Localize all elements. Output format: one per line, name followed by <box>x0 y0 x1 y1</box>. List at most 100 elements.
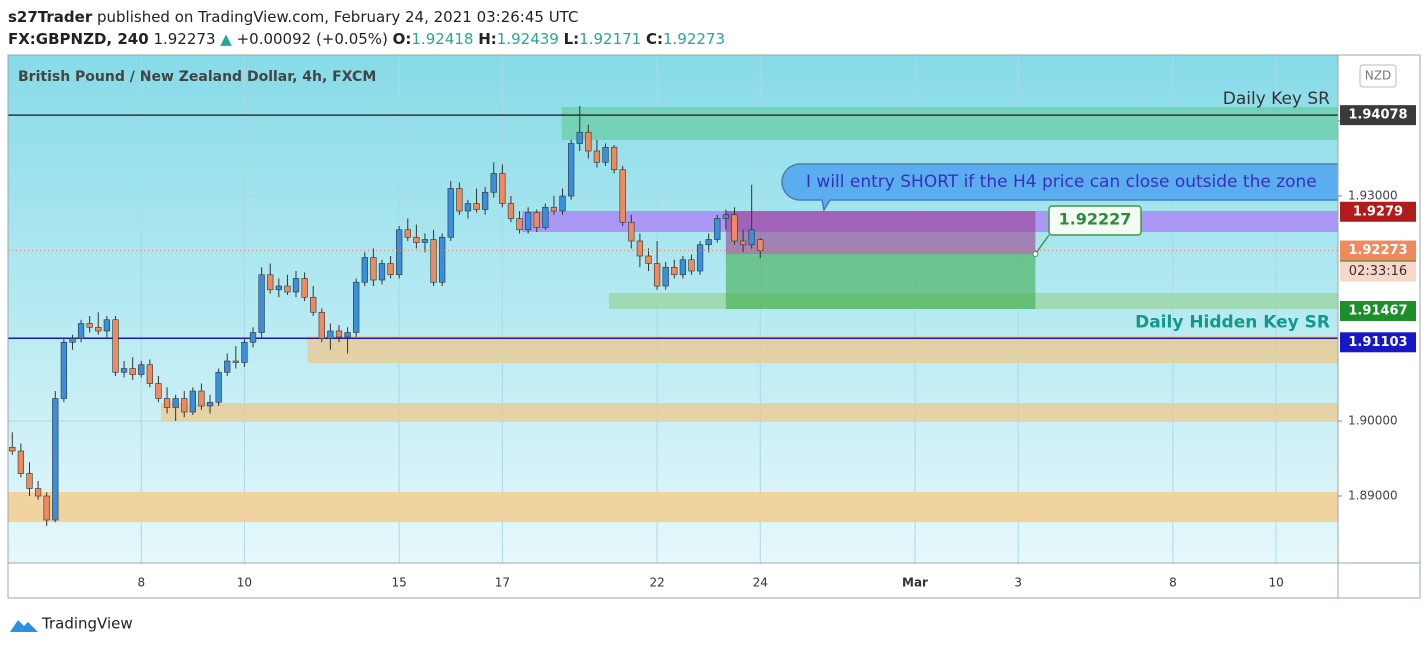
candle-body <box>224 360 231 373</box>
x-tick-label: Mar <box>902 576 928 590</box>
candle-body <box>507 203 515 219</box>
level-label: Daily Hidden Key SR <box>1135 312 1330 332</box>
zone <box>161 403 1338 422</box>
candle-body <box>542 206 549 228</box>
candle-body <box>378 263 386 281</box>
price-tag-label: 1.91467 <box>1348 303 1407 318</box>
candle-body <box>129 368 136 375</box>
candle-body <box>645 255 652 264</box>
price-tag <box>1340 105 1416 126</box>
candle-body <box>482 191 489 210</box>
candle-body <box>585 131 592 152</box>
candle-body <box>636 240 644 257</box>
candle-body <box>34 488 42 497</box>
candle-body <box>232 360 239 363</box>
candle-body <box>95 326 102 332</box>
close: 1.92273 <box>663 30 726 48</box>
y-tick-label: 1.89000 <box>1348 489 1398 503</box>
candle-body <box>370 257 377 281</box>
x-tick-label: 22 <box>649 576 664 590</box>
candle-body <box>215 371 222 403</box>
candle-body <box>748 229 755 246</box>
brand: TradingView <box>41 615 133 633</box>
candle-body <box>430 239 437 283</box>
candle-body <box>413 236 420 243</box>
entry-label: 1.92227 <box>1059 210 1132 229</box>
candle-body <box>353 281 360 333</box>
candle-body <box>181 398 188 413</box>
candle-body <box>206 401 214 407</box>
callout-text: I will entry SHORT if the H4 price can c… <box>806 172 1317 192</box>
candle-body <box>619 169 626 223</box>
chart-title: British Pound / New Zealand Dollar, 4h, … <box>18 69 376 85</box>
frame <box>7 54 1421 599</box>
x-tick-label: 17 <box>495 576 510 590</box>
candle-body <box>146 364 153 384</box>
open: 1.92418 <box>411 30 474 48</box>
candle-body <box>653 263 661 287</box>
currency: NZD <box>1365 69 1391 83</box>
candle-body <box>576 131 583 144</box>
candle-body <box>490 173 497 193</box>
candle-body <box>696 244 704 272</box>
candle-body <box>318 311 325 339</box>
logo <box>10 620 38 632</box>
entry-connector <box>1034 234 1050 255</box>
candle-body <box>103 319 111 332</box>
zone <box>725 211 1036 254</box>
level-label: Daily Key SR <box>1223 89 1330 109</box>
symbol: FX:GBPNZD, 240 <box>8 30 149 48</box>
price-tag <box>1340 201 1416 222</box>
candle-body <box>275 285 282 291</box>
candle-body <box>86 323 93 328</box>
high: 1.92439 <box>496 30 559 48</box>
candle-body <box>473 203 480 210</box>
o-label: O: <box>392 30 412 48</box>
x-tick-label: 8 <box>1169 576 1177 590</box>
candle-body <box>559 195 566 212</box>
candle-body <box>77 323 85 339</box>
candle-body <box>671 266 678 276</box>
zone <box>561 106 1338 140</box>
candle-body <box>524 212 532 231</box>
candle-body <box>705 239 712 246</box>
candle-body <box>662 266 669 287</box>
candle-body <box>198 390 205 407</box>
candle-body <box>189 390 196 413</box>
candle-body <box>327 330 334 339</box>
candle-body <box>301 278 308 298</box>
countdown: 02:33:16 <box>1349 264 1407 279</box>
candle-body <box>404 229 411 238</box>
candle-body <box>610 146 618 171</box>
candle-body <box>60 341 68 399</box>
header: s27Trader published on TradingView.com, … <box>8 6 725 50</box>
h-label: H: <box>478 30 497 48</box>
candle-body <box>439 236 446 283</box>
x-tick-label: 10 <box>1268 576 1283 590</box>
candle-body <box>396 229 403 276</box>
c-label: C: <box>645 30 663 48</box>
x-tick-label: 24 <box>753 576 768 590</box>
last: 1.92273 <box>153 30 216 48</box>
x-tick-label: 8 <box>137 576 145 590</box>
candle-body <box>112 319 119 373</box>
candle-body <box>241 341 248 363</box>
zone <box>725 253 1036 310</box>
candle-body <box>155 383 162 399</box>
low: 1.92171 <box>579 30 642 48</box>
candle-body <box>284 285 291 293</box>
candle-body <box>447 188 454 238</box>
arrow: ▲ <box>220 30 232 48</box>
x-tick-label: 10 <box>237 576 252 590</box>
candle-body <box>593 150 601 163</box>
candle-body <box>17 450 25 474</box>
candle-body <box>69 338 76 343</box>
candle-body <box>688 259 695 272</box>
price-tag <box>1340 332 1416 353</box>
y-tick-label: 1.93000 <box>1348 189 1398 203</box>
published: published on TradingView.com, February 2… <box>97 8 579 26</box>
candle-body <box>387 263 394 276</box>
y-tick-label: 1.90000 <box>1348 414 1398 428</box>
candle-body <box>163 398 171 408</box>
